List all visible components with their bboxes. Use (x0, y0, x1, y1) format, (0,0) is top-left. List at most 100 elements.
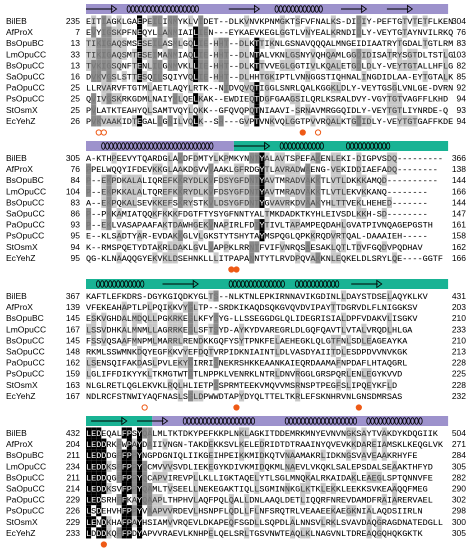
residue-shade (295, 185, 301, 197)
residue-shade (86, 438, 92, 450)
residue-shade (137, 438, 143, 450)
residue-shade (259, 70, 265, 83)
residue-shade (96, 471, 102, 483)
sequence-name: LmOpuCC (6, 49, 46, 59)
helix-coil (286, 5, 291, 13)
residue-shade (381, 438, 387, 450)
residue-shade (249, 152, 255, 164)
residue-shade (188, 15, 194, 27)
residue-shade (137, 505, 143, 517)
residue-shade (101, 334, 107, 346)
helix-coil (318, 280, 324, 288)
helix-coil (295, 142, 300, 150)
residue-shade (254, 152, 260, 164)
helix-coil (194, 417, 199, 425)
end-position: 93 (457, 105, 467, 115)
residue-shade (188, 59, 194, 71)
residue-shade (96, 527, 102, 539)
residue-shade (162, 438, 168, 450)
strand-head (361, 4, 368, 14)
residue-shade (106, 37, 112, 49)
residue-shade (157, 26, 163, 38)
end-position: 147 (452, 209, 466, 219)
sequence: P--PKKAMIATQQKFKKKFDGTFTYSYGFNNTYALTMKDA… (86, 210, 428, 220)
residue-shade (198, 390, 204, 402)
helix-coil (366, 417, 371, 425)
residue-shade (397, 48, 403, 60)
residue-shade (162, 219, 168, 231)
helix-coil (112, 280, 117, 288)
helix-coil (349, 142, 355, 150)
residue-shade (259, 37, 265, 49)
residue-shade (279, 15, 285, 27)
residue-shade (111, 70, 117, 83)
residue-shade (121, 471, 127, 483)
end-position: 76 (457, 27, 467, 37)
residue-shade (131, 494, 137, 506)
sequence: LEDEQALFPSYQALMLTKTDKYPEFKKPLNKLAGKITDDE… (86, 429, 439, 439)
residue-shade (244, 527, 250, 539)
residue-shade (177, 357, 183, 369)
residue-shade (239, 59, 245, 71)
residue-shade (310, 48, 316, 60)
residue-shade (177, 312, 183, 324)
residue-shade (152, 59, 158, 71)
residue-shade (131, 460, 137, 472)
residue-shade (91, 334, 97, 346)
residue-shade (167, 241, 173, 253)
residue-shade (351, 438, 357, 450)
helix-coil (232, 280, 237, 288)
residue-shade (101, 48, 107, 60)
residue-shade (274, 196, 280, 208)
residue-shade (239, 196, 245, 208)
residue-shade (131, 505, 137, 517)
residue-shade (223, 70, 229, 83)
end-position: 271 (452, 439, 466, 449)
residue-shade (397, 115, 403, 127)
residue-shade (412, 115, 418, 127)
sequence-name: BsOpuBC (6, 175, 44, 185)
residue-shade (330, 196, 336, 208)
sequence: NLGLRETLQGLEKVKLRQLHLIETPSSPRMTEEKVMQVVM… (86, 381, 397, 391)
sequence-name: LmOpuCC (6, 324, 46, 334)
residue-shade (96, 59, 102, 71)
residue-shade (239, 185, 245, 197)
residue-shade (101, 323, 107, 335)
residue-shade (172, 323, 178, 335)
residue-shade (111, 26, 117, 38)
residue-shade (315, 196, 321, 208)
residue-shade (157, 59, 163, 71)
end-position: 82 (457, 60, 467, 70)
start-position: 16 (71, 72, 81, 82)
residue-shade (86, 323, 92, 335)
start-position: 13 (71, 60, 81, 70)
helix-coil (133, 142, 138, 150)
residue-shade (356, 115, 362, 127)
residue-shade (172, 219, 178, 231)
helix-coil (126, 5, 131, 13)
residue-shade (233, 163, 239, 175)
residue-shade (198, 59, 204, 71)
residue-shade (259, 196, 265, 208)
residue-shade (86, 449, 92, 461)
helix-coil (330, 280, 336, 288)
residue-shade (162, 196, 168, 208)
residue-shade (244, 15, 250, 27)
residue-shade (254, 104, 260, 116)
residue-shade (341, 230, 347, 242)
residue-shade (137, 460, 143, 472)
residue-shade (361, 48, 367, 60)
residue-shade (137, 15, 143, 27)
residue-shade (366, 48, 372, 60)
residue-shade (361, 174, 367, 186)
residue-shade (239, 323, 245, 335)
residue-shade (172, 252, 178, 264)
helix-coil (116, 280, 121, 288)
residue-shade (402, 59, 408, 71)
residue-shade (264, 219, 270, 231)
helix-coil (299, 142, 304, 150)
end-position: 228 (452, 380, 466, 390)
residue-shade (228, 185, 234, 197)
residue-shade (121, 505, 127, 517)
residue-shade (341, 174, 347, 186)
